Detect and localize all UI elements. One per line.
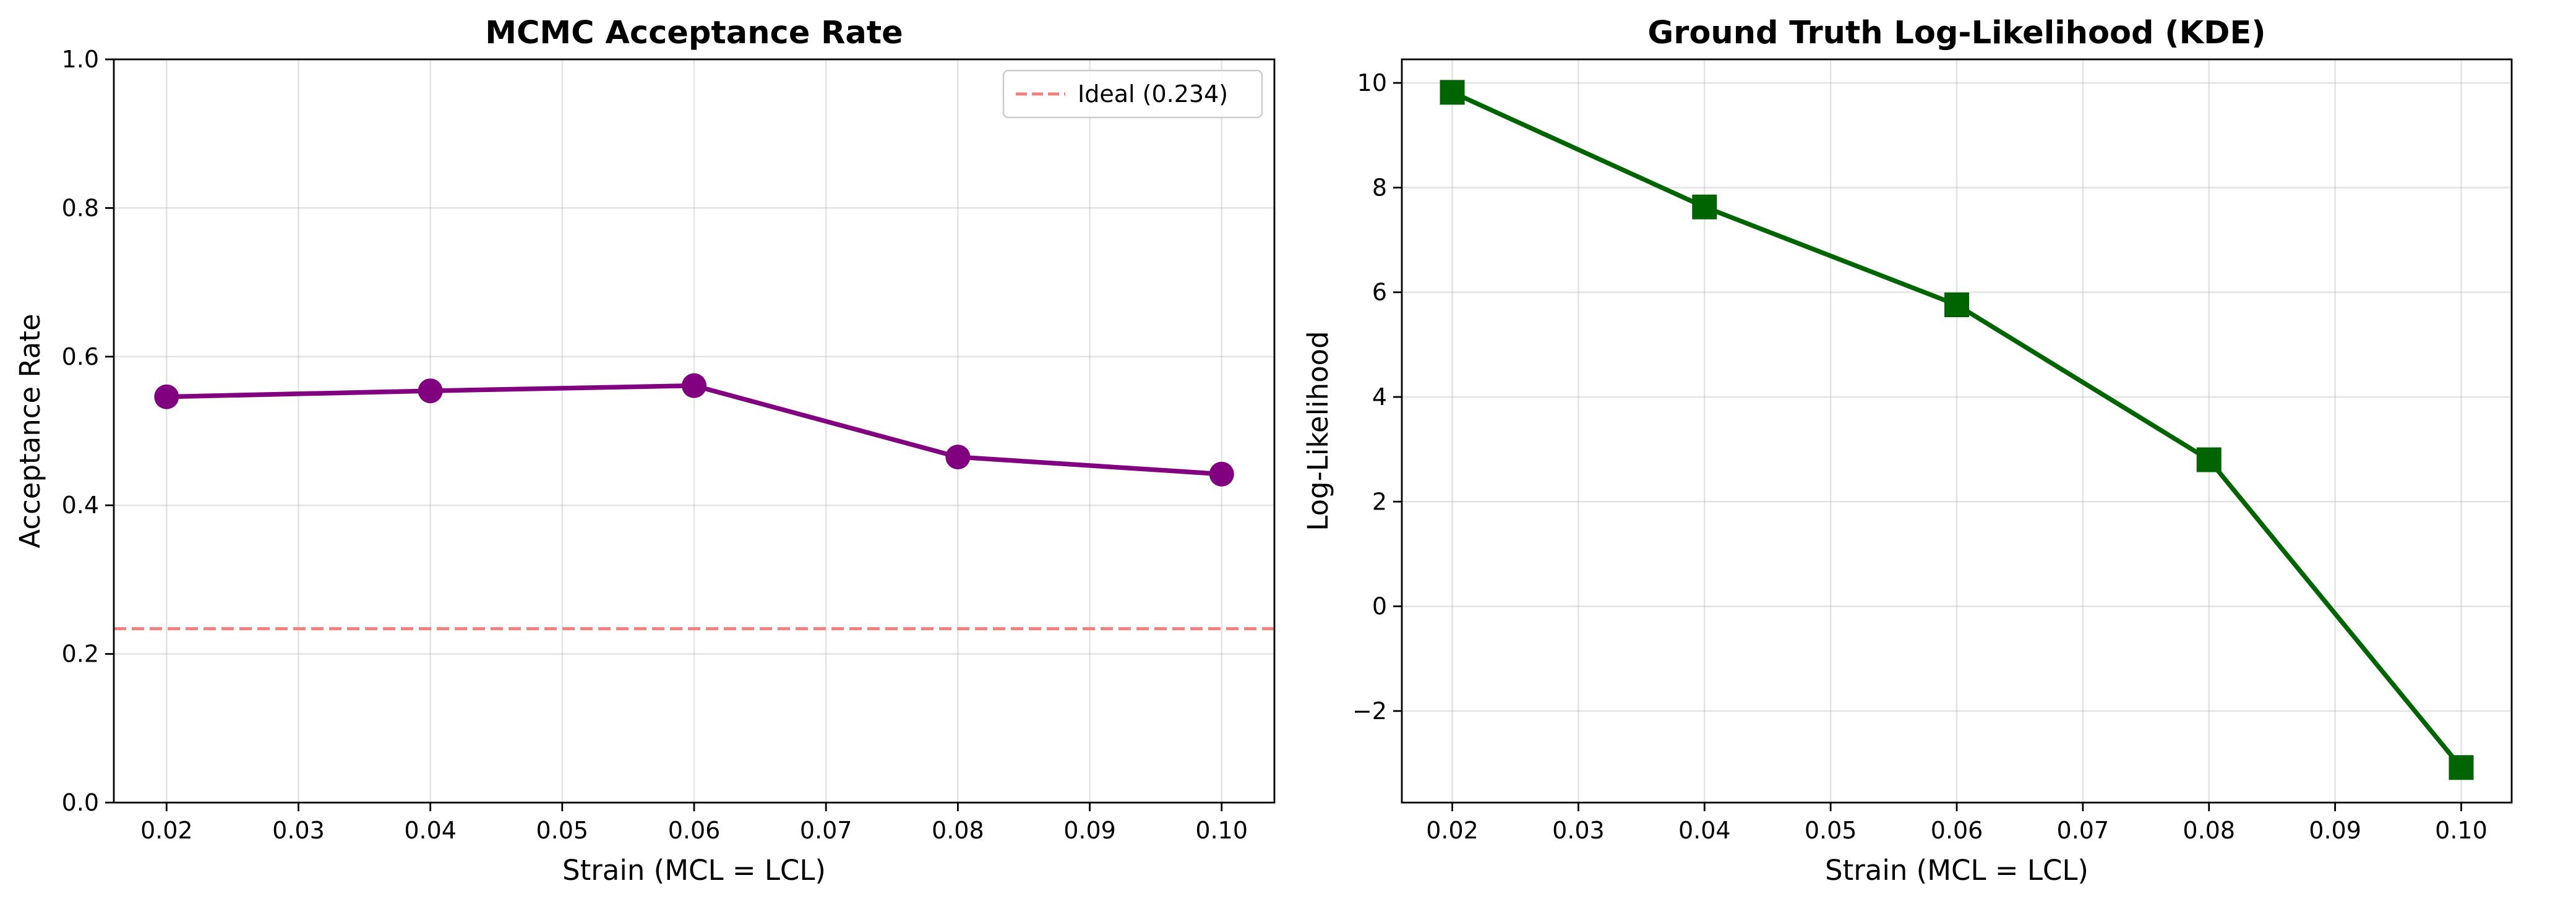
x-tick-label: 0.05: [1805, 817, 1857, 844]
data-point: [945, 445, 971, 470]
y-tick-label: 8: [1372, 174, 1387, 201]
y-tick-label: −2: [1352, 697, 1387, 725]
x-tick-label: 0.07: [2057, 817, 2110, 844]
x-axis-label: Strain (MCL = LCL): [562, 854, 826, 887]
y-tick-label: 10: [1357, 69, 1387, 96]
x-axis-label: Strain (MCL = LCL): [1825, 854, 2089, 887]
data-point: [2449, 755, 2474, 780]
y-tick-label: 2: [1372, 488, 1387, 515]
legend: Ideal (0.234): [1002, 69, 1263, 119]
y-axis-label: Log-Likelihood: [1302, 331, 1334, 531]
x-tick-label: 0.08: [2183, 817, 2235, 844]
x-tick-label: 0.06: [668, 817, 721, 844]
x-tick-label: 0.04: [1678, 817, 1731, 844]
x-tick-label: 0.10: [2435, 817, 2488, 844]
data-point: [418, 378, 443, 404]
x-tick-label: 0.04: [404, 817, 457, 844]
legend-box: [1002, 69, 1263, 119]
data-point: [154, 384, 179, 409]
x-tick-label: 0.03: [272, 817, 325, 844]
y-tick-label: 0.0: [62, 789, 99, 816]
log-likelihood-chart: 0.02 0.03 0.04 0.05 0.06 0.07 0.08 0.09 0.10 −2 0 2…: [1302, 15, 2513, 887]
data-point: [1209, 461, 1234, 487]
data-point: [1692, 194, 1717, 220]
x-tick-label: 0.02: [1426, 817, 1479, 844]
y-tick-label: 4: [1372, 383, 1387, 411]
data-point: [1944, 292, 1969, 317]
x-tick-label: 0.10: [1195, 817, 1248, 844]
y-tick-label: 0.6: [62, 343, 99, 370]
chart-title: MCMC Acceptance Rate: [485, 15, 903, 51]
x-tick-label: 0.06: [1931, 817, 1983, 844]
y-tick-label: 0: [1372, 593, 1387, 620]
chart-title: Ground Truth Log-Likelihood (KDE): [1647, 15, 2265, 51]
legend-label: Ideal (0.234): [1078, 80, 1228, 108]
x-tick-label: 0.08: [932, 817, 984, 844]
x-tick-label: 0.09: [2309, 817, 2361, 844]
y-axis-label: Acceptance Rate: [14, 313, 46, 548]
data-point: [2196, 447, 2222, 472]
x-tick-label: 0.02: [140, 817, 193, 844]
acceptance-rate-chart: 0.02 0.03 0.04 0.05 0.06 0.07 0.08 0.09 0.10 0.0 0…: [14, 15, 1276, 887]
x-tick-label: 0.03: [1552, 817, 1605, 844]
y-tick-label: 6: [1372, 279, 1387, 306]
x-tick-label: 0.09: [1063, 817, 1116, 844]
y-tick-label: 0.4: [62, 492, 99, 519]
data-point: [1440, 80, 1465, 105]
data-point: [682, 373, 706, 398]
y-tick-label: 0.8: [62, 194, 99, 221]
x-tick-label: 0.07: [800, 817, 852, 844]
y-tick-label: 0.2: [62, 641, 99, 668]
x-tick-label: 0.05: [536, 817, 589, 844]
y-tick-label: 1.0: [62, 46, 99, 73]
